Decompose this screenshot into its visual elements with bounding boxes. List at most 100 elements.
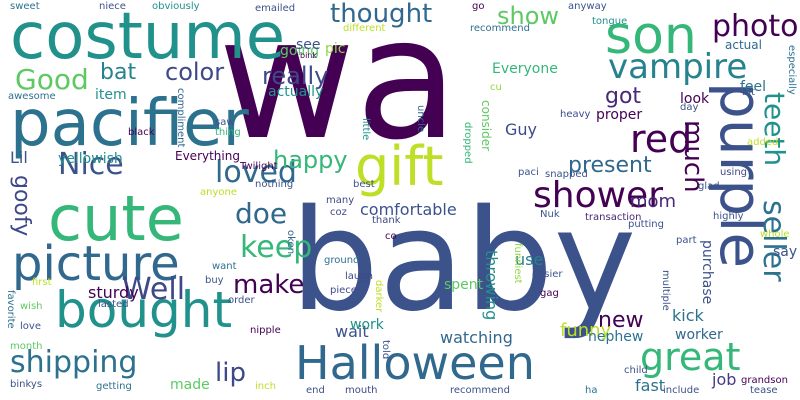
word-made: made	[170, 377, 210, 393]
word-say: say	[773, 244, 798, 260]
word-pacifier: pacifier	[10, 87, 249, 161]
word-bit: bit	[742, 87, 756, 98]
word-paci: paci	[518, 167, 539, 178]
word-easier: easier	[532, 269, 563, 280]
word-shower: shower	[533, 175, 663, 216]
word-wa: wa	[218, 0, 459, 177]
word-halloween: Halloween	[295, 336, 535, 390]
word-goofy: goofy	[9, 175, 34, 237]
word-kick: kick	[672, 306, 704, 325]
word-cu: cu	[490, 82, 502, 93]
word-pic: pic	[325, 41, 346, 57]
word-emailed: emailed	[255, 3, 296, 14]
word-snapped: snapped	[545, 169, 588, 180]
word-happy: happy	[273, 146, 348, 174]
word-twilight: Twilight	[240, 161, 278, 172]
word-show: show	[497, 2, 560, 30]
word-teeth: teeth	[758, 92, 791, 167]
word-oken: oken	[285, 230, 296, 255]
word-niece: niece	[99, 1, 126, 12]
word-go: go	[472, 1, 485, 12]
word-ha: ha	[585, 385, 598, 396]
word-really: really	[262, 62, 329, 90]
word-nice: Nice	[58, 147, 124, 182]
word-actual: actual	[725, 38, 762, 52]
word-job: job	[712, 370, 737, 389]
word-added: added	[747, 137, 779, 148]
word-great: great	[640, 335, 741, 379]
word-lil: Lil	[10, 148, 28, 167]
word-sturdy: sturdy	[88, 283, 139, 302]
word-bat: bat	[100, 60, 137, 85]
word-item: item	[95, 87, 127, 103]
word-picture: picture	[12, 236, 180, 292]
word-bink: bink	[300, 51, 318, 60]
word-want: want	[212, 261, 237, 272]
word-everything: Everything	[175, 149, 240, 163]
word-funniest: funniest	[512, 243, 523, 284]
word-lip: lip	[215, 358, 246, 388]
word-sweet: sweet	[10, 1, 40, 12]
word-red: red	[630, 117, 693, 161]
word-getting: getting	[96, 381, 132, 392]
word-first: first	[32, 277, 52, 288]
word-laugh: laugh	[345, 271, 373, 282]
word-favorite: favorite	[5, 290, 16, 329]
word-many: many	[326, 195, 355, 206]
word-inch: inch	[255, 381, 276, 392]
word-nothing: nothing	[255, 179, 294, 190]
word-little: little	[360, 118, 371, 141]
word-got: got	[605, 84, 642, 109]
word-keep: keep	[240, 230, 313, 265]
word-include: include	[663, 385, 700, 396]
word-worker: worker	[675, 327, 723, 343]
word-yellowish: yellowish	[58, 151, 123, 167]
word-child: child	[624, 365, 648, 376]
word-watching: watching	[440, 328, 513, 347]
word-transaction: transaction	[585, 212, 642, 223]
word-love: love	[20, 321, 41, 332]
word-well: Well	[122, 272, 186, 307]
word-actually: actually	[268, 84, 324, 100]
word-piece: piece	[330, 285, 357, 296]
word-color: color	[165, 58, 225, 86]
word-baby: baby	[290, 180, 637, 343]
word-tease: tease	[750, 385, 778, 396]
word-thank: thank	[372, 215, 401, 226]
word-cute: cute	[48, 182, 184, 255]
word-day: day	[680, 102, 699, 113]
word-mom: mom	[630, 191, 677, 212]
word-fast: fast	[635, 376, 666, 395]
word-different: different	[343, 23, 386, 34]
word-throwing: throwing	[482, 250, 501, 321]
word-feel: feel	[740, 79, 767, 95]
word-co: co	[385, 231, 397, 242]
word-best: best	[353, 179, 375, 190]
word-ground: ground	[324, 255, 360, 266]
word-putting: putting	[628, 219, 664, 230]
word-grandson: grandson	[741, 375, 788, 386]
word-recommend: recommend	[470, 23, 530, 34]
word-guy: Guy	[505, 120, 538, 139]
word-shipping: shipping	[10, 345, 138, 380]
word-mouth: mouth	[345, 385, 378, 396]
word-good: Good	[15, 63, 89, 96]
word-going: going	[280, 43, 320, 59]
word-anyway: anyway	[568, 1, 607, 12]
word-nephew: nephew	[588, 329, 644, 345]
word-lasted: lasted	[98, 299, 129, 310]
word-son: son	[605, 6, 697, 66]
word-end: end	[306, 385, 325, 396]
word-order: order	[228, 295, 255, 306]
word-spent: spent	[444, 277, 484, 293]
word-compliment: compliment	[175, 88, 186, 148]
word-black: black	[128, 127, 155, 138]
word-use: use	[515, 250, 544, 269]
word-obviously: obviously	[152, 1, 200, 12]
word-darker: darker	[373, 280, 384, 313]
word-everyone: Everyone	[492, 61, 558, 77]
word-binkys: binkys	[10, 379, 43, 390]
word-purchase: purchase	[699, 240, 715, 305]
word-heavy: heavy	[560, 109, 591, 120]
